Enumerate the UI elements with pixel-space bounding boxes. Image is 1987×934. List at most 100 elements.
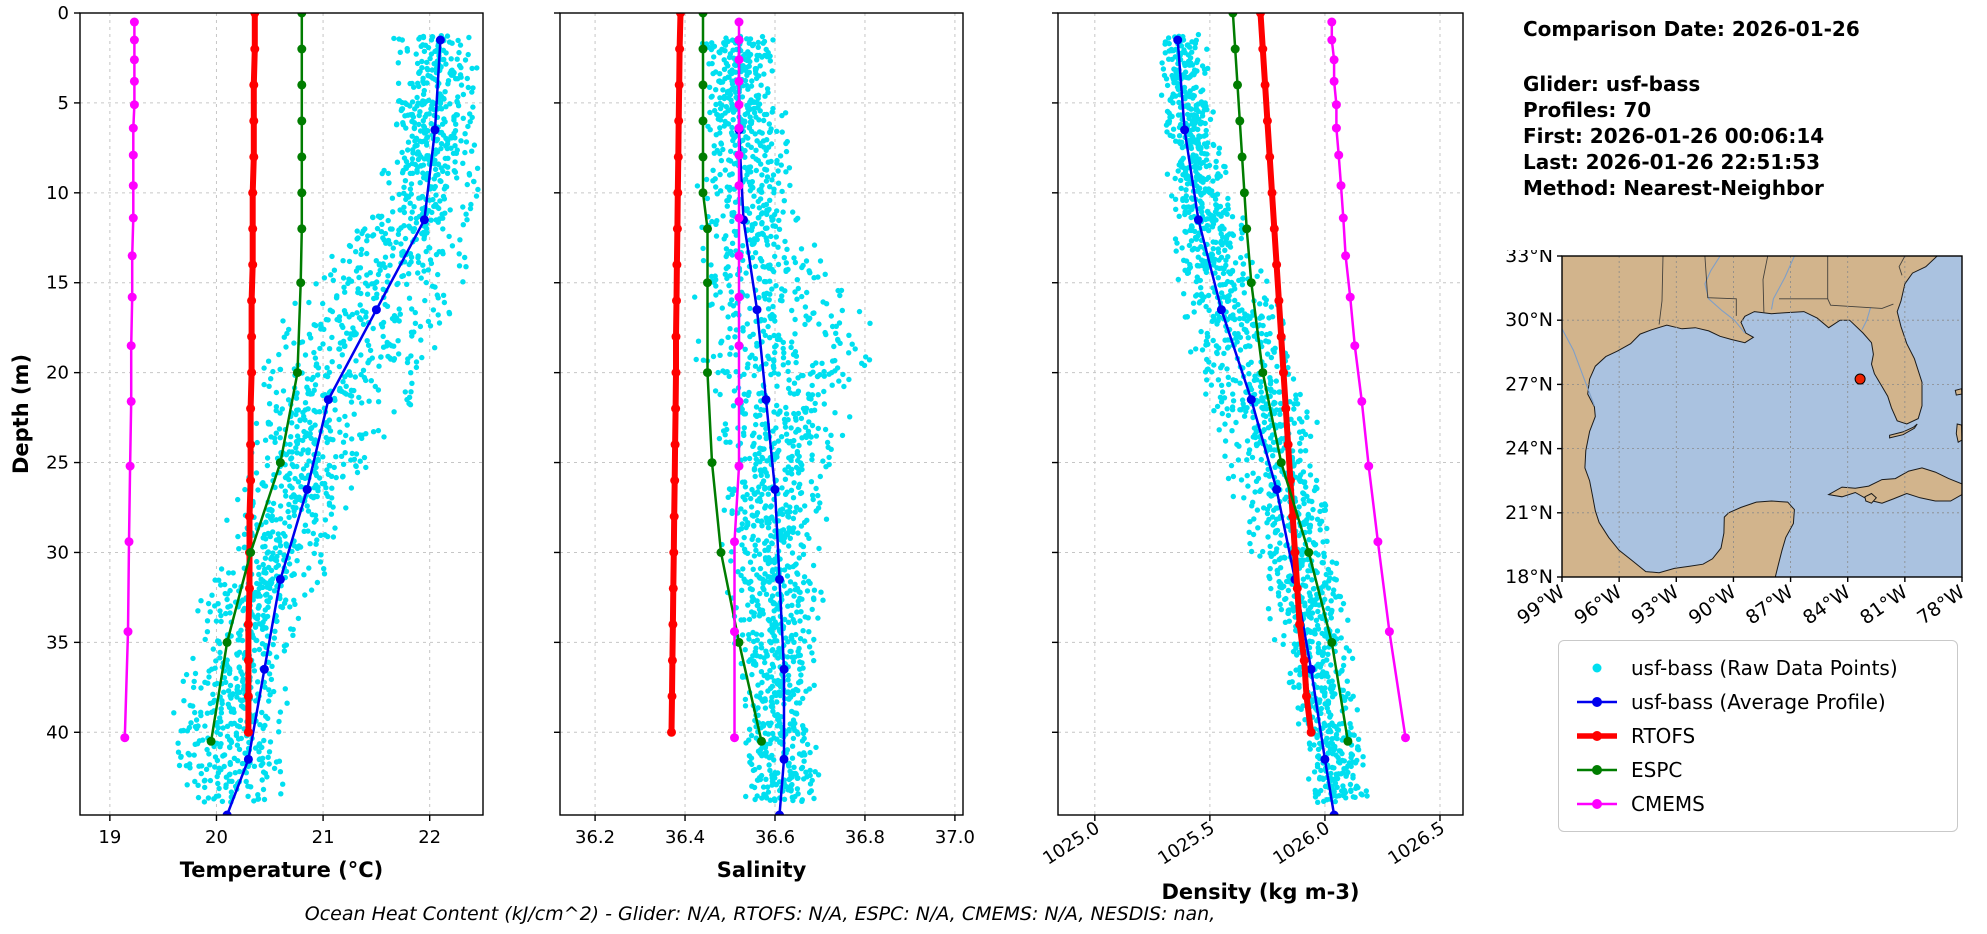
depth-tick-label: 40 <box>46 722 69 743</box>
salinity-xtick-label: 36.6 <box>755 827 795 848</box>
legend-item-raw: usf-bass (Raw Data Points) <box>1575 651 1941 685</box>
salinity-panel: 36.2 36.4 36.6 36.8 37.0 Salinity <box>554 12 975 882</box>
map-land-5 <box>1864 492 1878 504</box>
depth-tick-label: 25 <box>46 453 69 474</box>
density-cmems-line <box>1330 22 1407 738</box>
depth-tick-label: 20 <box>46 363 69 384</box>
map-lon-label: 81°W <box>1856 581 1912 629</box>
first-profile-text: First: 2026-01-26 00:06:14 <box>1523 124 1825 148</box>
density-raw-scatter <box>1158 31 1370 805</box>
salinity-xtick-label: 36.8 <box>845 827 885 848</box>
temperature-xtick-label: 19 <box>98 827 121 848</box>
map-lat-label: 21°N <box>1505 502 1553 524</box>
map-river-0 <box>1704 256 1746 334</box>
density-rtofs-markers <box>1256 13 1316 737</box>
legend: usf-bass (Raw Data Points) usf-bass (Aver… <box>1558 640 1958 832</box>
map-river-3 <box>1861 307 1872 331</box>
legend-item-espc: ESPC <box>1575 753 1941 787</box>
legend-label-raw: usf-bass (Raw Data Points) <box>1631 656 1898 680</box>
depth-axis-label: Depth (m) <box>9 354 33 474</box>
temperature-espc-markers <box>206 13 307 746</box>
salinity-raw-scatter <box>692 33 873 804</box>
density-xtick-label: 1026.5 <box>1384 818 1448 870</box>
temperature-panel: 19 20 21 22 0 5 10 15 20 25 30 35 40 Temperature (°C)… <box>9 3 484 882</box>
density-xtick-label: 1025.5 <box>1154 818 1218 870</box>
density-cmems-markers <box>1327 17 1410 743</box>
density-xtick-label: 1025.0 <box>1039 818 1103 870</box>
profiles-count-text: Profiles: 70 <box>1523 98 1652 122</box>
salinity-cmems-markers <box>730 17 744 743</box>
salinity-xtick-label: 36.4 <box>665 827 705 848</box>
map-land-2 <box>1889 423 1918 439</box>
map-river-1 <box>1562 328 1595 406</box>
temperature-frame <box>79 12 484 816</box>
map-land-4 <box>1955 423 1962 443</box>
legend-marker-cmems <box>1577 799 1617 809</box>
temperature-rtofs-markers <box>243 13 260 737</box>
map-lat-label: 18°N <box>1505 566 1553 588</box>
salinity-plot-area <box>667 13 873 815</box>
method-text: Method: Nearest-Neighbor <box>1523 176 1824 200</box>
map-lon-label: 96°W <box>1570 581 1626 629</box>
temperature-axis-label: Temperature (°C) <box>180 858 383 882</box>
salinity-xtick-label: 36.2 <box>575 827 615 848</box>
legend-item-avg: usf-bass (Average Profile) <box>1575 685 1941 719</box>
temperature-raw-scatter <box>171 33 481 805</box>
density-espc-markers <box>1228 13 1353 746</box>
density-frame <box>1057 12 1464 816</box>
density-xtick-label: 1026.0 <box>1269 818 1333 870</box>
salinity-frame <box>559 12 964 816</box>
density-plot-area <box>1158 13 1410 815</box>
legend-label-cmems: CMEMS <box>1631 792 1705 816</box>
map-land-0 <box>1562 256 1938 577</box>
map-state-border-0 <box>1658 256 1664 325</box>
salinity-espc-markers <box>698 13 766 746</box>
density-axis-label: Density (kg m-3) <box>1161 880 1359 904</box>
salinity-avg-line <box>737 40 786 815</box>
last-profile-text: Last: 2026-01-26 22:51:53 <box>1523 150 1821 174</box>
glider-location-marker <box>1854 373 1866 385</box>
density-panel: 1025.0 1025.5 1026.0 1026.5 Density (kg m-3) <box>1039 12 1464 904</box>
info-block: Comparison Date: 2026-01-26 Glider: usf-… <box>1523 16 1860 201</box>
map-grid <box>1562 256 1962 577</box>
density-avg-markers <box>1173 35 1339 815</box>
legend-label-avg: usf-bass (Average Profile) <box>1631 690 1886 714</box>
map-frame <box>1561 255 1963 578</box>
depth-tick-label: 0 <box>58 3 69 24</box>
depth-tick-label: 35 <box>46 632 69 653</box>
salinity-axis-label: Salinity <box>717 858 807 882</box>
depth-tick-label: 10 <box>46 183 69 204</box>
glider-name-text: Glider: usf-bass <box>1523 72 1701 96</box>
legend-item-cmems: CMEMS <box>1575 787 1941 821</box>
map-state-border-2 <box>1762 256 1769 313</box>
legend-marker-avg <box>1577 697 1617 707</box>
depth-tick-label: 5 <box>58 93 69 114</box>
depth-tick-label: 30 <box>46 542 69 563</box>
temperature-plot-area <box>120 13 481 815</box>
temperature-xtick-label: 20 <box>205 827 228 848</box>
legend-label-rtofs: RTOFS <box>1631 724 1696 748</box>
legend-marker-espc <box>1577 765 1617 775</box>
map-river-2 <box>1770 256 1795 310</box>
map-lon-label: 93°W <box>1628 581 1684 629</box>
map-state-border-3 <box>1779 256 1829 300</box>
legend-marker-raw <box>1592 663 1602 673</box>
temperature-avg-line <box>225 39 442 815</box>
legend-label-espc: ESPC <box>1631 758 1683 782</box>
map-lon-label: 78°W <box>1913 581 1969 629</box>
density-avg-line <box>1176 39 1336 815</box>
salinity-rtofs-markers <box>667 13 685 737</box>
map-land-3 <box>1954 388 1962 396</box>
depth-tick-label: 15 <box>46 273 69 294</box>
map-lat-label: 24°N <box>1505 438 1553 460</box>
map-content <box>1562 256 1962 577</box>
temperature-xtick-label: 21 <box>312 827 335 848</box>
map-lon-label: 87°W <box>1742 581 1798 629</box>
ohc-caption: Ocean Heat Content (kJ/cm^2) - Glider: N… <box>304 903 1216 925</box>
map-lon-label: 99°W <box>1513 581 1569 629</box>
comparison-date-text: Comparison Date: 2026-01-26 <box>1523 17 1860 41</box>
temperature-cmems-markers <box>120 17 139 743</box>
temperature-xtick-label: 22 <box>418 827 441 848</box>
